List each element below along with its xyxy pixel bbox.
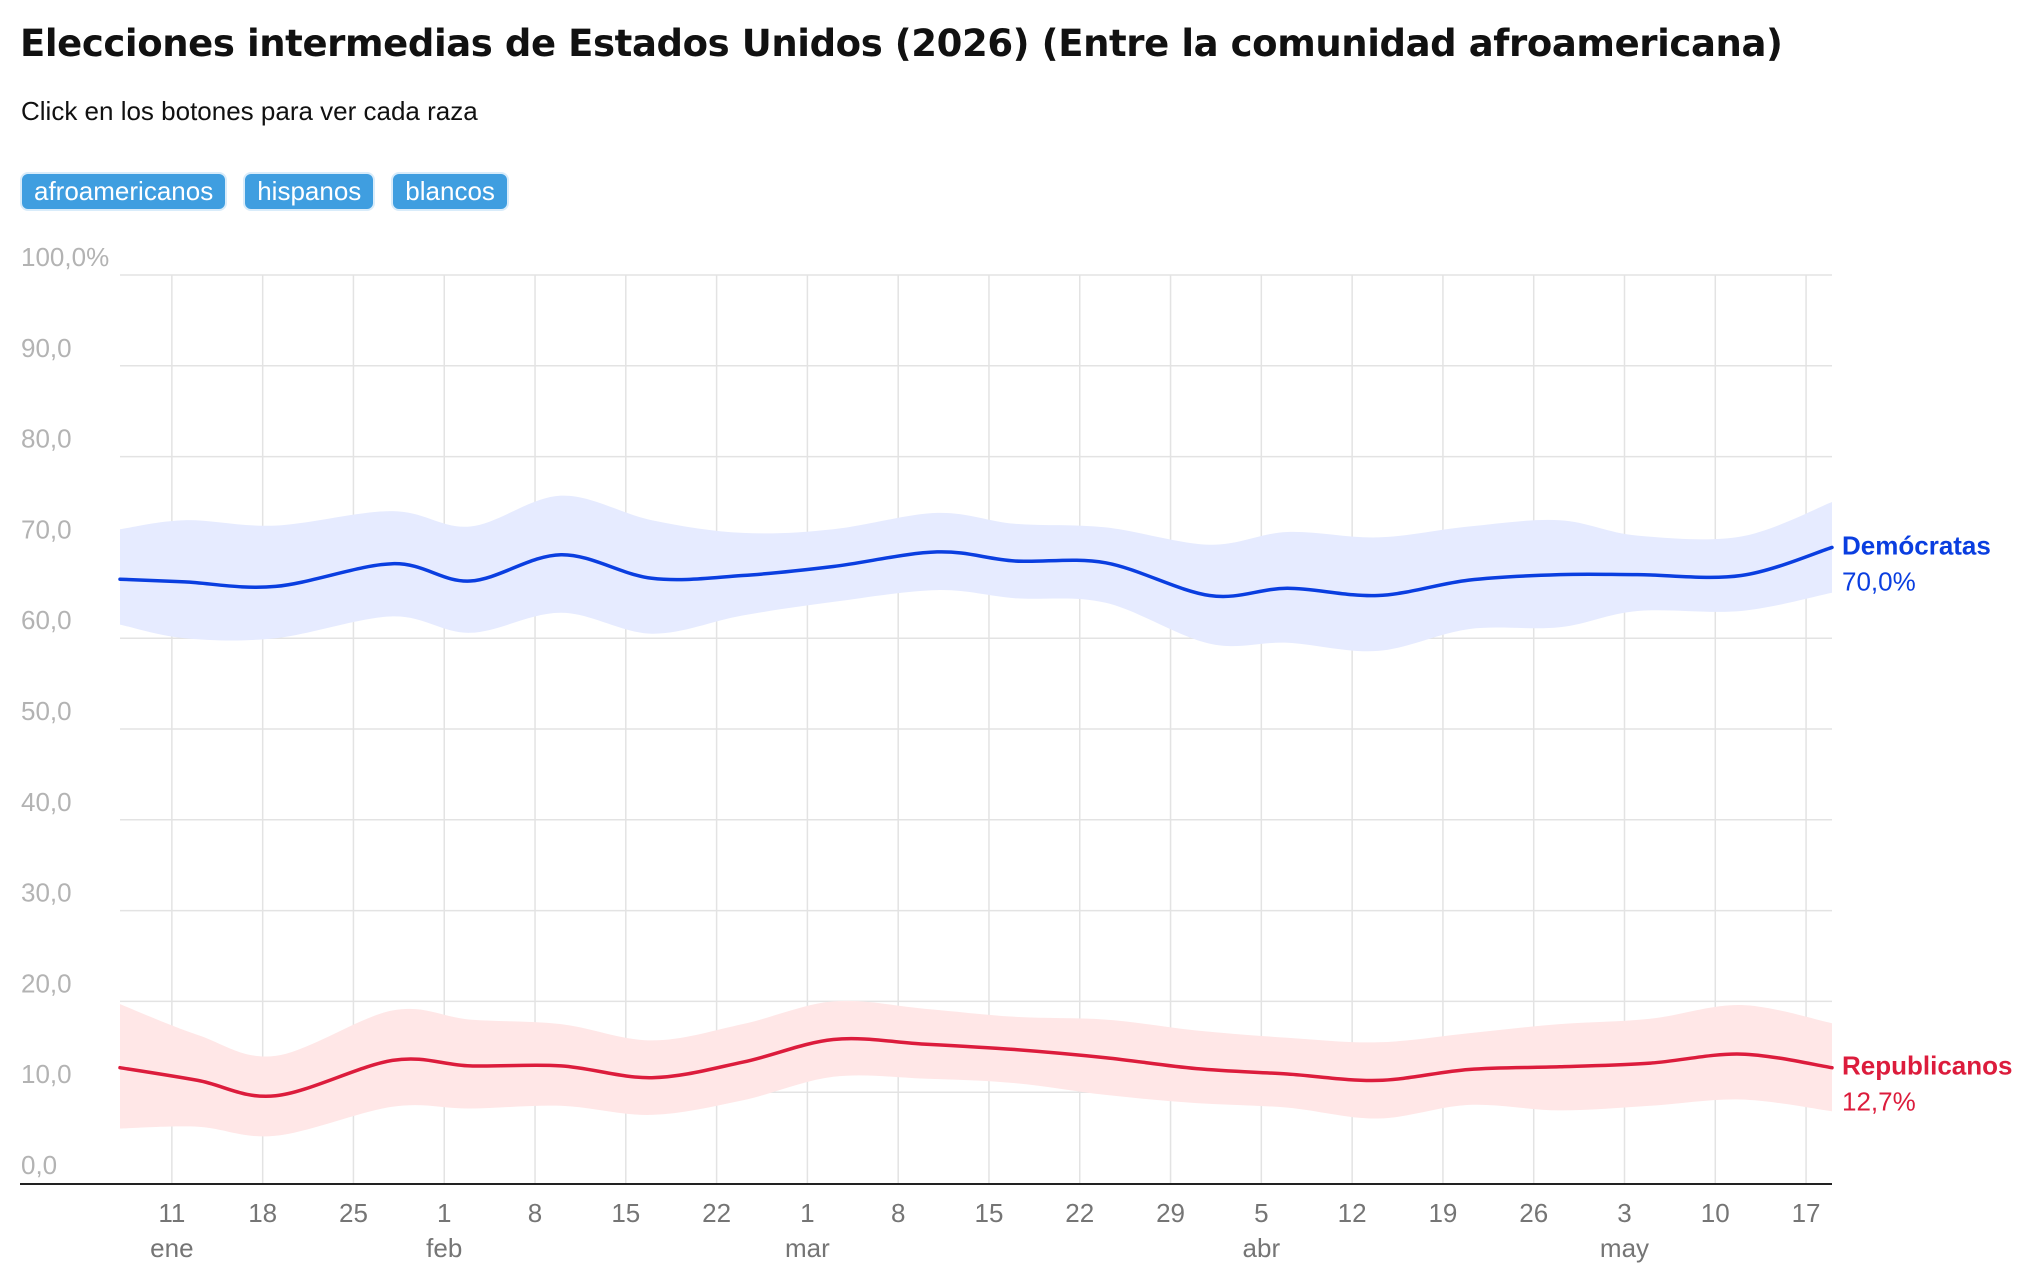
y-tick-label: 20,0	[21, 968, 72, 998]
series-line-layer	[118, 545, 1834, 1099]
x-tick-label: 17	[1792, 1198, 1821, 1228]
x-tick-label: 25	[339, 1198, 368, 1228]
dem-series-line	[118, 545, 1834, 599]
x-tick-label: 11	[158, 1198, 185, 1228]
x-tick-label: 29	[1156, 1198, 1185, 1228]
y-tick-label: 10,0	[21, 1059, 72, 1089]
month-label: ene	[150, 1233, 193, 1263]
month-label: mar	[785, 1233, 830, 1263]
x-tick-label: 15	[975, 1198, 1004, 1228]
y-tick-label: 50,0	[21, 696, 72, 726]
blancos-button[interactable]: blancos	[391, 172, 509, 211]
x-tick-label: 8	[891, 1198, 905, 1228]
rep-latest-value: 12,7%	[1842, 1087, 1916, 1117]
x-tick-label: 5	[1254, 1198, 1268, 1228]
y-tick-label: 90,0	[21, 333, 72, 363]
month-label: abr	[1243, 1233, 1281, 1263]
dem-latest-value: 70,0%	[1842, 566, 1916, 596]
dem-confidence-band	[120, 495, 1832, 652]
polling-line-chart: 0,0 10,0 20,0 30,0 40,0 50,0 60,0 70,0 80,0 90,0 1…	[20, 242, 2012, 1263]
x-tick-label: 12	[1338, 1198, 1367, 1228]
page-title: Elecciones intermedias de Estados Unidos…	[20, 22, 1783, 65]
x-tick-label: 22	[1065, 1198, 1094, 1228]
tick-label-layer: 0,0 10,0 20,0 30,0 40,0 50,0 60,0 70,0 80,0 90,0 1…	[21, 242, 2012, 1263]
x-tick-label: 26	[1519, 1198, 1548, 1228]
dem-series-name: Demócratas	[1842, 530, 1991, 560]
y-tick-label: 40,0	[21, 787, 72, 817]
x-tick-label: 8	[528, 1198, 542, 1228]
page-subtitle: Click en los botones para ver cada raza	[21, 96, 478, 126]
y-tick-label: 30,0	[21, 878, 72, 908]
x-tick-label: 3	[1617, 1198, 1631, 1228]
x-tick-label: 15	[611, 1198, 640, 1228]
rep-confidence-band	[120, 1000, 1832, 1137]
afroamericanos-button[interactable]: afroamericanos	[20, 172, 228, 211]
race-button-group: afroamericanos hispanos blancos	[20, 172, 509, 211]
rep-series-line	[118, 1036, 1834, 1099]
y-tick-label: 0,0	[21, 1150, 57, 1180]
confidence-band-layer	[120, 495, 1832, 1137]
x-tick-label: 18	[248, 1198, 277, 1228]
x-tick-label: 1	[437, 1198, 451, 1228]
month-label: feb	[426, 1233, 462, 1263]
y-tick-label: 60,0	[21, 605, 72, 635]
hispanos-button[interactable]: hispanos	[243, 172, 376, 211]
x-tick-label: 22	[702, 1198, 731, 1228]
x-tick-label: 10	[1701, 1198, 1730, 1228]
rep-series-name: Republicanos	[1842, 1051, 2012, 1081]
month-label: may	[1600, 1233, 1649, 1263]
y-tick-label: 100,0%	[21, 242, 109, 272]
y-tick-label: 80,0	[21, 424, 72, 454]
x-tick-label: 19	[1428, 1198, 1457, 1228]
x-tick-label: 1	[800, 1198, 814, 1228]
y-tick-label: 70,0	[21, 514, 72, 544]
